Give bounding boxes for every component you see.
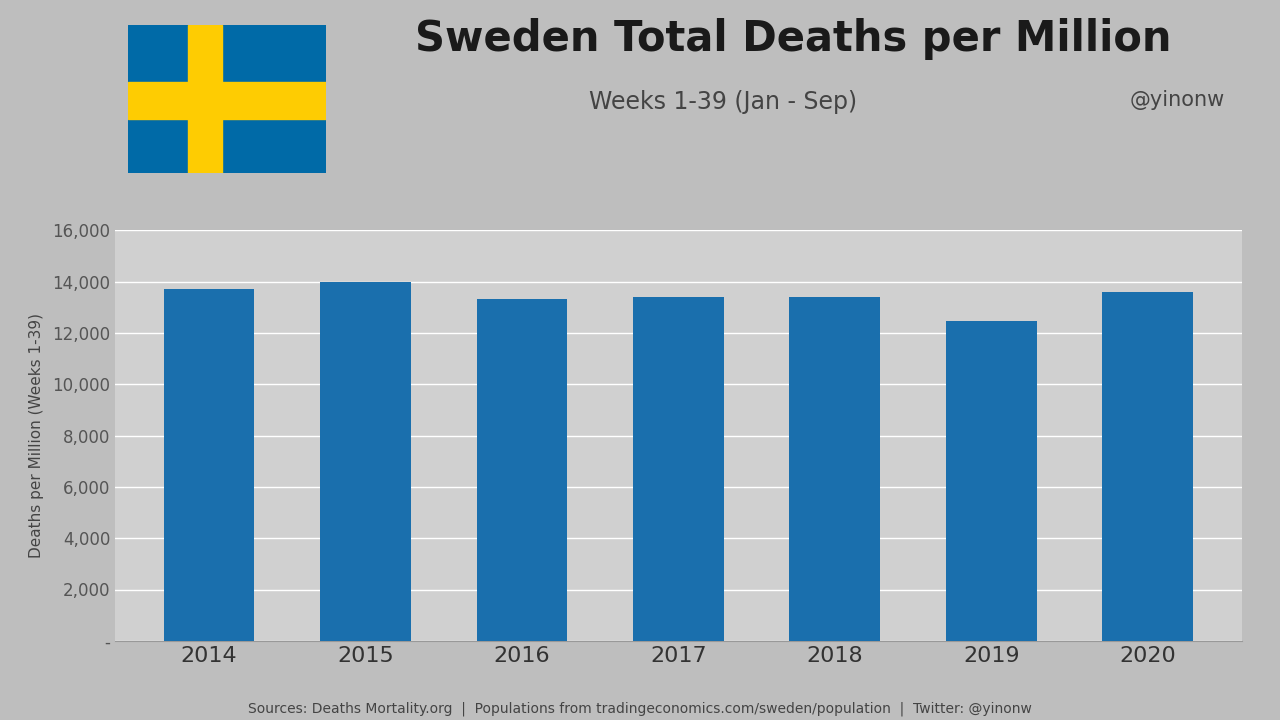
Text: @yinonw: @yinonw xyxy=(1130,90,1225,110)
Text: Sources: Deaths Mortality.org  |  Populations from tradingeconomics.com/sweden/p: Sources: Deaths Mortality.org | Populati… xyxy=(248,702,1032,716)
Bar xyxy=(790,297,881,641)
Bar xyxy=(634,297,723,641)
Bar xyxy=(128,81,326,119)
Text: Weeks 1-39 (Jan - Sep): Weeks 1-39 (Jan - Sep) xyxy=(589,90,858,114)
Bar xyxy=(476,299,567,641)
Bar xyxy=(320,282,411,641)
Bar xyxy=(164,289,255,641)
Bar xyxy=(1102,292,1193,641)
Text: Sweden Total Deaths per Million: Sweden Total Deaths per Million xyxy=(415,18,1172,60)
Bar xyxy=(187,25,223,173)
Bar xyxy=(946,320,1037,641)
Y-axis label: Deaths per Million (Weeks 1-39): Deaths per Million (Weeks 1-39) xyxy=(29,313,44,558)
